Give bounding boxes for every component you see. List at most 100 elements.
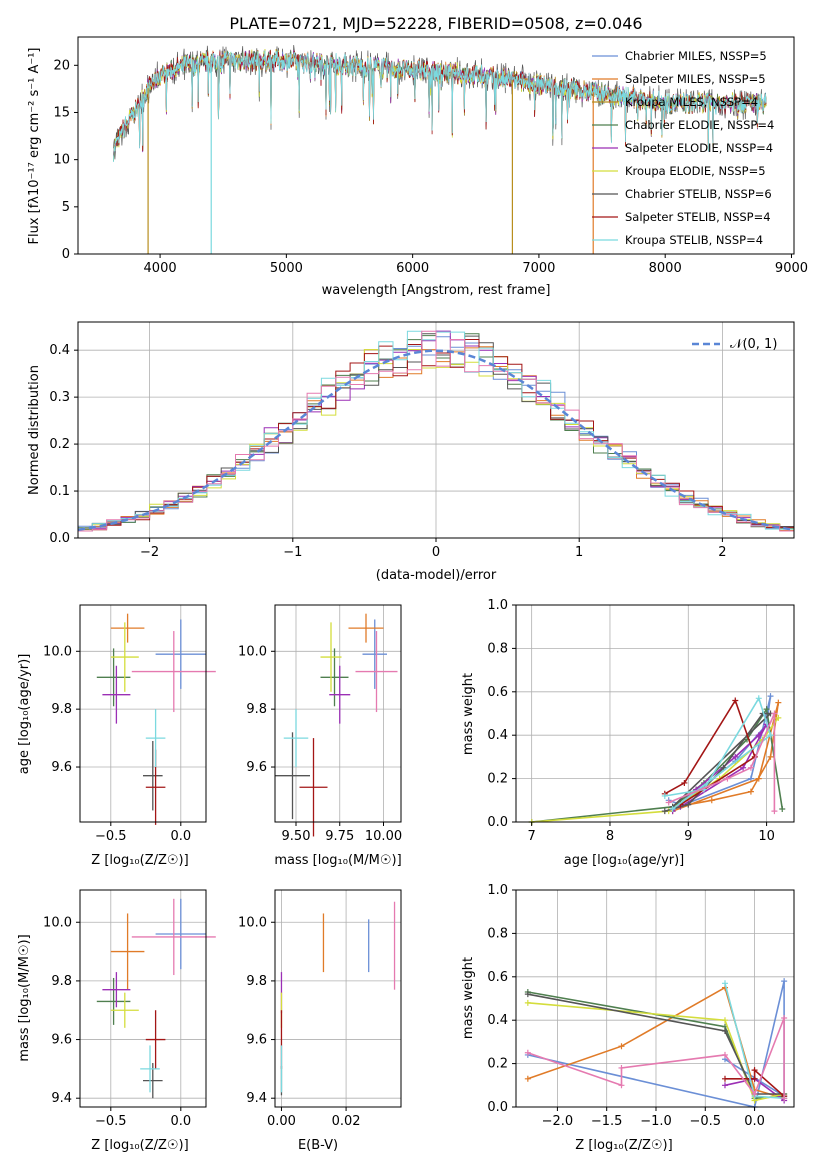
spectrum-legend-label: Chabrier MILES, NSSP=5 xyxy=(625,49,767,63)
p7-data xyxy=(280,901,396,1096)
p3-ytick-label: 10.0 xyxy=(43,644,72,659)
p3-ytick-label: 9.6 xyxy=(51,760,72,775)
spectrum-xtick-label: 6000 xyxy=(396,261,429,276)
p3-axes xyxy=(79,604,207,823)
mw-age-marker xyxy=(775,714,782,721)
p5-ytick-label: 0.2 xyxy=(487,772,508,787)
spectrum-xlabel: wavelength [Angstrom, rest frame] xyxy=(322,283,551,298)
mw-age-marker xyxy=(724,775,731,782)
p4-ytick-label: 9.8 xyxy=(246,702,267,717)
age-vs-mass-panel: 9.50 9.75 10.00 9.6 9.8 10.0 xyxy=(238,604,402,844)
p6-ytick-label: 9.6 xyxy=(51,1033,72,1048)
mw-age-marker xyxy=(767,693,774,700)
mw-age-marker xyxy=(681,779,688,786)
residual-panel: −2 −1 0 1 2 0.0 0.1 0.2 0.3 0.4 𝒩(0, 1) (data-mod… xyxy=(27,321,795,583)
residual-ytick-label: 0.0 xyxy=(49,531,70,546)
mw-age-marker xyxy=(665,799,672,806)
mw-z-marker xyxy=(721,1082,728,1089)
p8-xtick-label: −1.5 xyxy=(591,1114,623,1129)
mw-age-marker xyxy=(771,808,778,815)
spectrum-ytick-label: 15 xyxy=(53,105,70,120)
p5-xtick-label: 7 xyxy=(528,829,536,844)
mass-vs-z-panel: −0.5 0.0 9.4 9.6 9.8 10.0 xyxy=(43,889,216,1129)
p7-ytick-label: 9.6 xyxy=(246,1033,267,1048)
mw-z-marker xyxy=(721,1051,728,1058)
spectrum-xtick-label: 5000 xyxy=(270,261,303,276)
p8-ytick-label: 0.2 xyxy=(487,1057,508,1072)
mw-z-marker xyxy=(721,1028,728,1035)
mw-age-marker xyxy=(775,699,782,706)
residual-xtick-label: 1 xyxy=(575,545,583,560)
residual-xtick-label: 0 xyxy=(432,545,440,560)
mass-weight-vs-z-panel: −2.0 −1.5 −1.0 −0.5 0.0 0.0 0.2 0.4 0.6 0.8 1.0 xyxy=(487,883,795,1129)
p4-data xyxy=(275,613,398,837)
gaussian-curve xyxy=(77,349,795,532)
spectrum-legend-label: Kroupa ELODIE, NSSP=5 xyxy=(625,164,766,178)
p6-xtick-label: −0.5 xyxy=(95,1114,127,1129)
spectrum-legend-label: Salpeter MILES, NSSP=5 xyxy=(625,72,766,86)
spectrum-xtick-label: 4000 xyxy=(144,261,177,276)
p5-xtick-label: 8 xyxy=(606,829,614,844)
p5-ytick-label: 1.0 xyxy=(487,598,508,613)
mw-z-marker xyxy=(721,1017,728,1024)
gaussian-legend-label: 𝒩(0, 1) xyxy=(730,337,777,352)
p6-ytick-label: 10.0 xyxy=(43,915,72,930)
mw-age-marker xyxy=(732,753,739,760)
mw-age-marker xyxy=(755,732,762,739)
p7-ytick-label: 10.0 xyxy=(238,915,267,930)
p8-ytick-label: 0.8 xyxy=(487,926,508,941)
residual-xtick-label: −1 xyxy=(283,545,302,560)
p4-ytick-label: 9.6 xyxy=(246,760,267,775)
p6-axes xyxy=(79,889,207,1108)
p7-ytick-label: 9.8 xyxy=(246,974,267,989)
age-z-ylabel: age [log₁₀(age/yr)] xyxy=(17,654,32,775)
p3-data xyxy=(96,613,216,825)
mw-z-marker xyxy=(721,980,728,987)
p8-data xyxy=(524,978,788,1110)
age-mass-xlabel: mass [log₁₀(M/M☉)] xyxy=(274,853,401,868)
mass-z-xlabel: Z [log₁₀(Z/Z☉)] xyxy=(91,1138,188,1153)
spectrum-title: PLATE=0721, MJD=52228, FIBERID=0508, z=0… xyxy=(229,14,642,33)
mw-age-marker xyxy=(779,805,786,812)
mass-weight-vs-age-panel: 7 8 9 10 0.0 0.2 0.4 0.6 0.8 1.0 xyxy=(487,598,795,844)
spectrum-xtick-label: 8000 xyxy=(649,261,682,276)
mw-age-marker xyxy=(661,792,668,799)
p5-data xyxy=(528,693,786,825)
mw-age-marker xyxy=(747,775,754,782)
mw-age-marker xyxy=(763,706,770,713)
mw-z-marker xyxy=(618,1043,625,1050)
spectrum-ytick-label: 5 xyxy=(62,200,70,215)
mass-ebv-xlabel: E(B-V) xyxy=(298,1138,338,1153)
p4-ytick-label: 10.0 xyxy=(238,644,267,659)
p8-ytick-label: 0.0 xyxy=(487,1100,508,1115)
residual-xtick-label: −2 xyxy=(140,545,159,560)
mw-z-marker xyxy=(781,1015,788,1022)
mw-age-ylabel: mass weight xyxy=(461,673,476,755)
spectrum-legend-label: Chabrier ELODIE, NSSP=4 xyxy=(625,118,774,132)
spectrum-ylabel: Flux [fλ10⁻¹⁷ erg cm⁻² s⁻¹ A⁻¹] xyxy=(27,48,42,245)
mw-age-marker xyxy=(747,788,754,795)
mw-z-marker xyxy=(751,1067,758,1074)
mw-z-marker xyxy=(524,1049,531,1056)
mw-age-marker xyxy=(747,764,754,771)
mw-z-line-5 xyxy=(527,993,785,1095)
mw-z-xlabel: Z [log₁₀(Z/Z☉)] xyxy=(575,1138,672,1153)
spectrum-panel: Chabrier MILES, NSSP=5 Salpeter MILES, NS… xyxy=(27,36,808,298)
residual-ytick-label: 0.2 xyxy=(49,437,70,452)
mw-age-marker xyxy=(732,697,739,704)
mw-age-line-4 xyxy=(531,717,779,823)
mw-z-marker xyxy=(524,999,531,1006)
mw-age-marker xyxy=(661,808,668,815)
spectrum-series-8 xyxy=(113,50,767,163)
mw-z-marker xyxy=(751,1075,758,1082)
mw-z-marker xyxy=(721,1075,728,1082)
spectrum-legend-label: Chabrier STELIB, NSSP=6 xyxy=(625,187,772,201)
mw-age-marker xyxy=(685,801,692,808)
mw-age-line-5 xyxy=(664,712,773,812)
mass-z-ylabel: mass [log₁₀(M/M☉)] xyxy=(17,934,32,1061)
mw-z-ylabel: mass weight xyxy=(461,957,476,1039)
p3-xtick-label: −0.5 xyxy=(95,829,127,844)
p7-xtick-label: 0.00 xyxy=(267,1114,296,1129)
p5-axes xyxy=(515,604,795,823)
p8-xtick-label: −1.0 xyxy=(640,1114,672,1129)
